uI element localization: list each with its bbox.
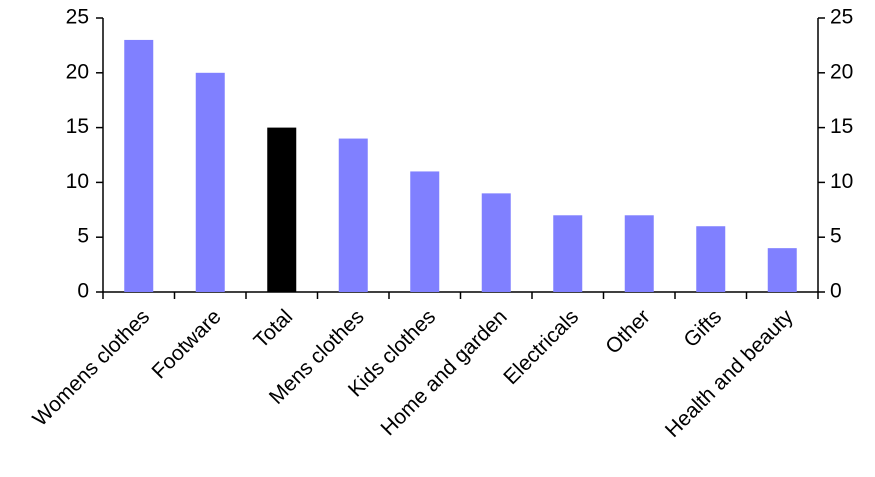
bar	[267, 127, 297, 292]
x-tick-label: Other	[601, 305, 654, 358]
bar	[553, 215, 583, 292]
bar	[338, 138, 368, 292]
bar	[195, 72, 225, 292]
y-tick-label: 0	[77, 280, 89, 303]
y2-tick-label: 15	[830, 115, 853, 138]
x-tick-label: Womens clothes	[28, 305, 154, 431]
y-tick-label: 15	[66, 115, 89, 138]
x-tick-label: Footware	[148, 305, 226, 383]
x-tick-label: Electricals	[499, 305, 583, 389]
x-tick-label: Home and garden	[377, 305, 512, 440]
x-tick-label: Total	[250, 305, 298, 353]
y2-tick-label: 5	[830, 225, 842, 248]
y-tick-label: 5	[77, 225, 89, 248]
bar	[767, 248, 797, 292]
x-tick-label: Gifts	[679, 305, 726, 352]
bar	[124, 39, 154, 292]
bar	[696, 226, 726, 292]
y2-tick-label: 10	[830, 170, 853, 193]
y2-tick-label: 0	[830, 280, 842, 303]
y-tick-label: 20	[66, 60, 89, 83]
y2-tick-label: 25	[830, 6, 853, 29]
bar	[481, 193, 511, 292]
bar	[410, 171, 440, 292]
y2-tick-label: 20	[830, 60, 853, 83]
x-tick-label: Health and beauty	[661, 305, 798, 442]
bar	[624, 215, 654, 292]
y-tick-label: 10	[66, 170, 89, 193]
y-tick-label: 25	[66, 6, 89, 29]
